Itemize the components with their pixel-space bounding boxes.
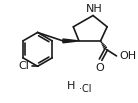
Text: OH: OH — [119, 51, 136, 61]
Polygon shape — [63, 39, 79, 43]
Text: ·Cl: ·Cl — [79, 84, 91, 94]
Text: Cl: Cl — [18, 61, 29, 71]
Text: O: O — [95, 63, 104, 73]
Text: H: H — [67, 81, 76, 91]
Text: NH: NH — [86, 4, 102, 14]
